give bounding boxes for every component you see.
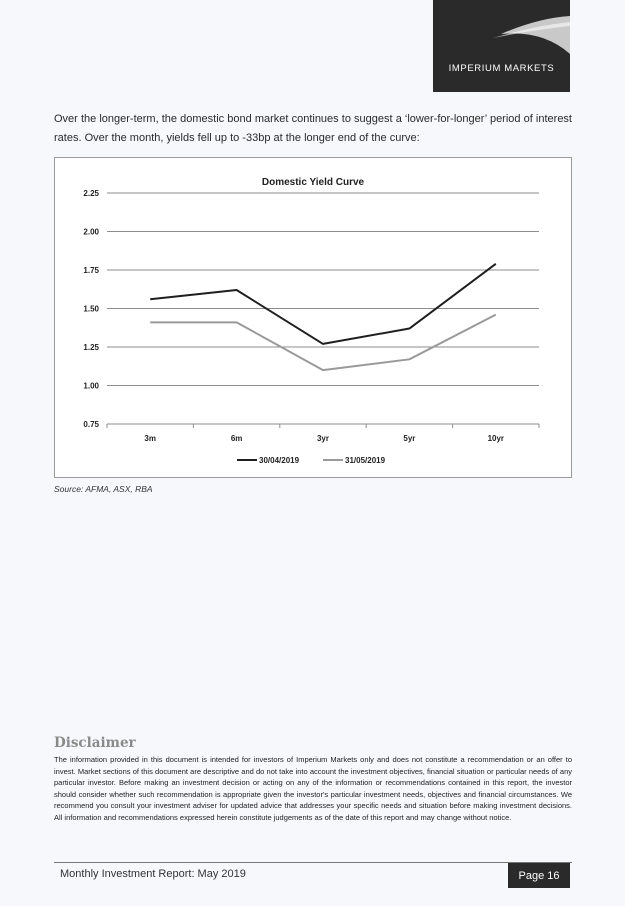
- x-tick-label: 10yr: [488, 434, 504, 443]
- x-tick-label: 3yr: [317, 434, 329, 443]
- chart-source: Source: AFMA, ASX, RBA: [54, 484, 153, 494]
- y-tick-label: 1.75: [83, 266, 99, 275]
- intro-paragraph: Over the longer-term, the domestic bond …: [54, 113, 572, 144]
- footer-report-title: Monthly Investment Report: May 2019: [60, 868, 246, 880]
- y-tick-label: 2.25: [83, 189, 99, 198]
- yield-curve-svg: Domestic Yield Curve 0.75 1.00 1.25 1.50 1.7…: [83, 177, 540, 465]
- series-line-2: [150, 313, 497, 372]
- y-tick-label: 1.50: [83, 305, 99, 314]
- x-tick-label: 3m: [144, 434, 156, 443]
- page-number-badge: Page 16: [508, 863, 570, 888]
- y-tick-label: 1.25: [83, 343, 99, 352]
- chart-title: Domestic Yield Curve: [262, 177, 365, 188]
- series-line-1: [150, 263, 497, 345]
- x-tick-label: 6m: [231, 434, 243, 443]
- logo-swoosh-icon: [493, 16, 570, 54]
- y-tick-label: 2.00: [83, 228, 99, 237]
- legend-label: 31/05/2019: [345, 456, 386, 465]
- y-tick-label: 1.00: [83, 382, 99, 391]
- yield-curve-chart: Domestic Yield Curve 0.75 1.00 1.25 1.50 1.7…: [54, 157, 572, 478]
- logo-text: IMPERIUM MARKETS: [448, 63, 555, 74]
- legend-label: 30/04/2019: [259, 456, 300, 465]
- y-tick-label: 0.75: [83, 420, 99, 429]
- imperium-markets-logo: IMPERIUM MARKETS: [433, 0, 570, 92]
- footer-divider: [54, 862, 572, 863]
- x-tick-label: 5yr: [403, 434, 415, 443]
- disclaimer-text: The information provided in this documen…: [54, 755, 572, 822]
- disclaimer-title: Disclaimer: [54, 735, 136, 751]
